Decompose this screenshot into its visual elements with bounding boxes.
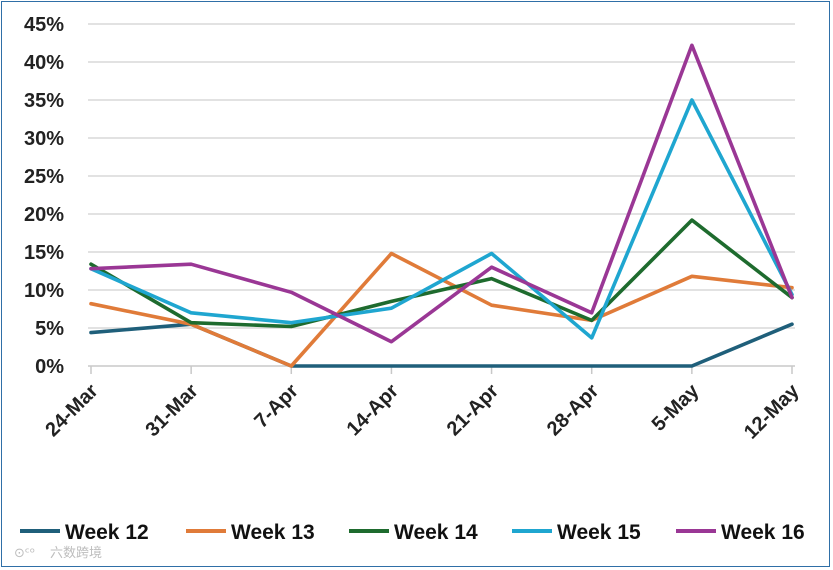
series-line-week-12 — [89, 322, 794, 368]
series-line-week-16 — [89, 43, 794, 344]
x-tick-label: 7-Apr — [250, 380, 303, 433]
y-tick-label: 20% — [24, 204, 64, 226]
y-tick-label: 10% — [24, 280, 64, 302]
legend-label: Week 15 — [557, 521, 641, 544]
legend-label: Week 12 — [65, 521, 149, 544]
y-tick-label: 25% — [24, 166, 64, 188]
y-tick-label: 40% — [24, 52, 64, 74]
x-tick-label: 28-Apr — [543, 380, 604, 441]
y-tick-label: 30% — [24, 128, 64, 150]
watermark-logo-icon: ⊙ᶜᵒ — [14, 546, 35, 561]
series-line-week-13 — [89, 251, 794, 368]
x-axis-ticks: 24-Mar 31-Mar 7-Apr 14-Apr 21-Apr 28-Apr 5-May… — [41, 379, 804, 443]
legend-label: Week 14 — [394, 521, 478, 544]
watermark-text: 六数跨境 — [50, 546, 102, 561]
x-tick-label: 31-Mar — [142, 380, 203, 441]
legend-label: Week 16 — [721, 521, 805, 544]
x-tick-label: 5-May — [648, 379, 704, 435]
y-tick-label: 35% — [24, 90, 64, 112]
watermark: ⊙ᶜᵒ 六数跨境 — [14, 546, 102, 561]
y-tick-label: 0% — [35, 356, 64, 378]
x-tick-label: 14-Apr — [343, 380, 404, 441]
series-line-week-15 — [89, 98, 794, 340]
series-line-week-14 — [89, 218, 794, 329]
y-axis-ticks: 0% 5% 10% 15% 20% 25% 30% 35% 40% 45% — [24, 14, 64, 378]
series-lines — [89, 43, 794, 368]
legend-label: Week 13 — [231, 521, 315, 544]
legend: Week 12 Week 13 Week 14 Week 15 Week 16 — [20, 521, 805, 544]
x-tick-label: 24-Mar — [41, 380, 102, 441]
x-tick-label: 21-Apr — [443, 380, 504, 441]
y-tick-label: 45% — [24, 14, 64, 36]
y-tick-label: 15% — [24, 242, 64, 264]
y-tick-label: 5% — [35, 318, 64, 340]
x-tick-label: 12-May — [740, 379, 804, 443]
